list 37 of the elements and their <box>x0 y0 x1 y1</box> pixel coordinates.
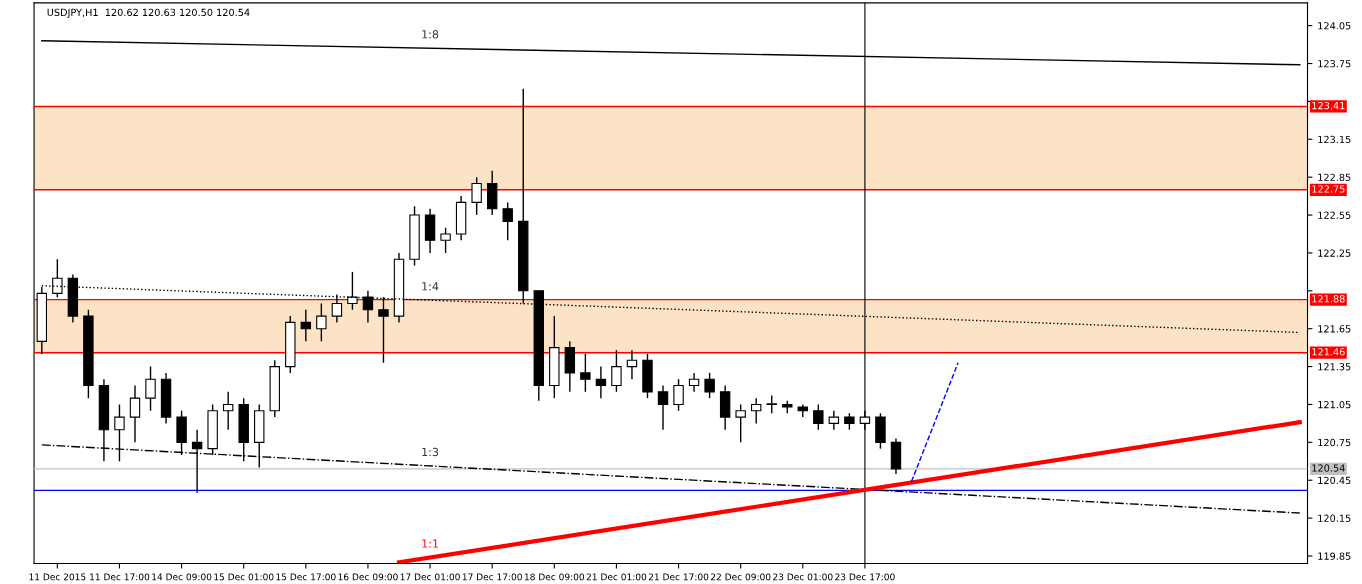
y-tick-label: 120.15 <box>1318 514 1351 522</box>
ref-line-label: 121.88 <box>1312 295 1345 303</box>
x-tick-label: 18 Dec 09:00 <box>524 573 585 581</box>
ref-line-label: 123.41 <box>1312 101 1345 110</box>
y-tick-label: 121.65 <box>1318 325 1351 333</box>
y-tick-label: 120.75 <box>1318 438 1351 447</box>
ref-line-label: 122.75 <box>1312 185 1345 193</box>
x-tick-label: 21 Dec 01:00 <box>586 573 647 581</box>
x-tick-label: 11 Dec 17:00 <box>90 573 150 581</box>
x-tick-label: 14 Dec 09:00 <box>152 573 212 581</box>
x-tick-label: 21 Dec 17:00 <box>648 573 709 581</box>
y-tick-label: 122.55 <box>1318 211 1351 219</box>
x-tick-label: 23 Dec 01:00 <box>773 573 833 581</box>
x-tick-label: 15 Dec 17:00 <box>276 573 336 581</box>
x-tick-label: 17 Dec 01:00 <box>400 573 460 581</box>
series-label: 1:4 <box>422 282 439 291</box>
ref-line-label: 120.54 <box>1312 464 1345 472</box>
y-tick-label: 120.45 <box>1318 476 1351 485</box>
x-tick-label: 22 Dec 09:00 <box>710 573 771 581</box>
y-tick-label: 121.05 <box>1318 400 1351 409</box>
x-tick-label: 23 Dec 17:00 <box>835 573 895 581</box>
text: USDJPY,H1 120.62 120.63 120.50 120.54 <box>47 8 250 18</box>
x-tick-label: 17 Dec 17:00 <box>462 573 522 581</box>
x-tick-label: 11 Dec 2015 <box>29 573 86 581</box>
x-tick-label: 16 Dec 09:00 <box>338 573 398 581</box>
y-tick-label: 122.25 <box>1318 249 1351 257</box>
series-label: 1:8 <box>422 30 439 39</box>
ref-line-label: 121.46 <box>1312 348 1345 356</box>
series-label: 1:3 <box>422 447 439 457</box>
y-tick-label: 124.05 <box>1318 22 1351 30</box>
y-tick-label: 123.75 <box>1318 60 1351 68</box>
y-tick-label: 119.85 <box>1318 552 1351 560</box>
series-label: 1:1 <box>422 539 438 548</box>
y-tick-label: 122.85 <box>1318 173 1351 181</box>
y-tick-label: 121.35 <box>1318 363 1351 371</box>
y-tick-label: 123.15 <box>1318 135 1351 144</box>
x-tick-label: 15 Dec 01:00 <box>214 573 274 581</box>
